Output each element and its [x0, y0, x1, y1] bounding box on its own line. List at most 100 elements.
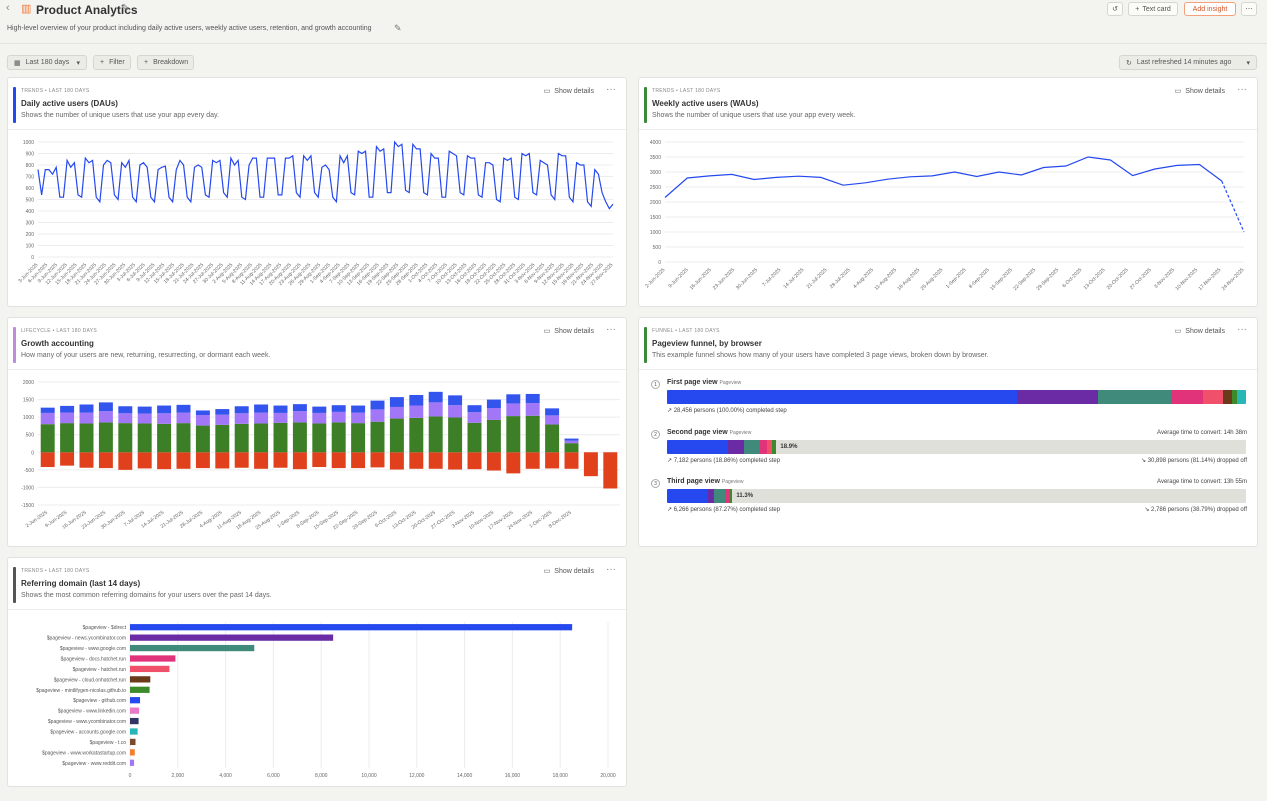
card-more-button[interactable]: ··· — [606, 564, 616, 575]
show-details-button[interactable]: ▭ Show details — [544, 327, 594, 336]
card-title[interactable]: Daily active users (DAUs) — [21, 99, 118, 108]
y-tick-label: 0 — [31, 255, 34, 261]
refresh-button[interactable]: ↻ Last refreshed 14 minutes ago ▾ — [1119, 55, 1257, 70]
card-accent — [13, 567, 16, 603]
bar-returning — [545, 415, 560, 425]
bar-returning — [448, 405, 463, 418]
funnel-segment[interactable] — [1017, 390, 1099, 404]
bar-dormant — [273, 452, 288, 468]
bar-resurrecting — [331, 405, 346, 412]
dau-line-chart[interactable]: 010020030040050060070080090010003-Jun-20… — [8, 132, 628, 308]
funnel-segment[interactable] — [727, 440, 744, 454]
funnel-segment[interactable] — [724, 489, 730, 503]
bar-dormant — [118, 452, 133, 470]
bar-returning — [486, 408, 501, 420]
funnel-segment[interactable] — [1222, 390, 1232, 404]
dashboard-header: ‹ ▥ Product Analytics ✎ High-level overv… — [0, 0, 1267, 44]
step-dropped[interactable]: ↘ 2,786 persons (38.79%) dropped off — [1144, 507, 1247, 513]
back-icon[interactable]: ‹ — [6, 2, 10, 14]
funnel-bar-track[interactable] — [667, 440, 1246, 454]
y-tick-label: 400 — [26, 209, 35, 215]
show-details-button[interactable]: ▭ Show details — [1175, 87, 1225, 96]
funnel-segment[interactable] — [707, 489, 715, 503]
funnel-segment[interactable] — [1098, 390, 1171, 404]
date-range-select[interactable]: ▦ Last 180 days ▾ — [7, 55, 87, 70]
y-tick-label: 3000 — [650, 170, 661, 176]
card-title[interactable]: Referring domain (last 14 days) — [21, 579, 141, 588]
card-description: Shows the number of unique users that us… — [21, 112, 219, 119]
funnel-segment[interactable] — [714, 489, 725, 503]
category-label: $pageview - www.ycombinator.com — [48, 719, 126, 725]
bar-resurrecting — [525, 393, 540, 404]
page-title[interactable]: Product Analytics — [36, 3, 138, 17]
step-title[interactable]: First page view Pageview — [667, 379, 741, 386]
show-details-button[interactable]: ▭ Show details — [1174, 327, 1225, 336]
bar-returning — [40, 412, 55, 425]
page-description[interactable]: High-level overview of your product incl… — [7, 25, 372, 32]
funnel-segment[interactable] — [667, 489, 708, 503]
y-tick-label: 1000 — [23, 140, 34, 146]
bar-dormant — [40, 452, 55, 468]
funnel-bar-track[interactable] — [667, 489, 1246, 503]
step-title[interactable]: Third page view Pageview — [667, 478, 744, 485]
breakdown-button[interactable]: + Breakdown — [137, 55, 194, 70]
funnel-segment[interactable] — [1237, 390, 1246, 404]
bar-new — [331, 422, 346, 453]
card-title[interactable]: Pageview funnel, by browser — [652, 339, 762, 348]
growth-card[interactable]: LIFECYCLE • LAST 180 DAYS Growth account… — [7, 317, 627, 547]
show-details-button[interactable]: ▭ Show details — [544, 567, 594, 576]
funnel-segment[interactable] — [760, 440, 768, 454]
y-tick-label: 800 — [26, 163, 35, 169]
dau-card[interactable]: TRENDS • LAST 180 DAYS Daily active user… — [7, 77, 627, 307]
funnel-card[interactable]: FUNNEL • LAST 180 DAYS Pageview funnel, … — [638, 317, 1258, 547]
card-more-button[interactable]: ··· — [1237, 84, 1247, 95]
card-more-button[interactable]: ··· — [606, 84, 616, 95]
dashboard-menu-button[interactable]: ⋯ — [1241, 2, 1257, 16]
show-details-button[interactable]: ▭ Show details — [544, 87, 594, 96]
x-tick-label: 6,000 — [267, 773, 280, 779]
bar-new — [564, 443, 579, 453]
funnel-segment[interactable] — [744, 440, 761, 454]
growth-bar-chart[interactable]: -1500-1000-50005001000150020002-Jun-2025… — [8, 372, 628, 548]
card-title[interactable]: Growth accounting — [21, 339, 94, 348]
funnel-segment[interactable] — [1202, 390, 1223, 404]
bar-returning — [98, 411, 113, 423]
funnel-segment[interactable] — [1231, 390, 1238, 404]
card-more-button[interactable]: ··· — [1237, 324, 1247, 335]
history-button[interactable]: ↺ — [1107, 2, 1123, 16]
step-completed[interactable]: ↗ 6,266 persons (87.27%) completed step — [667, 507, 781, 513]
card-title[interactable]: Weekly active users (WAUs) — [652, 99, 759, 108]
funnel-segment[interactable] — [771, 440, 777, 454]
category-label: $pageview - $direct — [83, 625, 127, 631]
edit-description-icon[interactable]: ✎ — [394, 23, 402, 33]
step-dropped[interactable]: ↘ 30,898 persons (81.14%) dropped off — [1141, 458, 1247, 464]
domains-bar-chart[interactable]: 0 2,000 4,000 6,000 8,000 10,000 12,000 14,000 1… — [8, 612, 628, 788]
step-completed[interactable]: ↗ 28,456 persons (100.00%) completed ste… — [667, 408, 787, 414]
funnel-segment[interactable] — [729, 489, 733, 503]
wau-line-chart[interactable]: 0 500 1000 1500 2000 2500 3000 3500 4000 2-Jun-20… — [639, 132, 1259, 308]
text-card-button[interactable]: + Text card — [1128, 2, 1178, 16]
step-title[interactable]: Second page view Pageview — [667, 429, 751, 436]
funnel-chart[interactable]: 1 First page view Pageview ↗ 28,456 person… — [639, 372, 1259, 548]
funnel-segment[interactable] — [767, 440, 772, 454]
add-insight-button[interactable]: Add insight — [1184, 2, 1236, 16]
show-details-label: Show details — [1185, 87, 1225, 95]
filter-button[interactable]: + Filter — [93, 55, 131, 70]
step-event: Pageview — [719, 380, 742, 386]
y-tick-label: 0 — [658, 260, 661, 266]
funnel-segment[interactable] — [667, 390, 1018, 404]
date-range-label: Last 180 days — [25, 59, 70, 66]
step-completed[interactable]: ↗ 7,182 persons (18.86%) completed step — [667, 458, 781, 464]
wau-card[interactable]: TRENDS • LAST 180 DAYS Weekly active use… — [638, 77, 1258, 307]
bar-resurrecting — [370, 400, 385, 410]
domains-card[interactable]: TRENDS • LAST 180 DAYS Referring domain … — [7, 557, 627, 787]
details-icon: ▭ — [1174, 328, 1182, 335]
bar-dormant — [98, 452, 113, 469]
funnel-segment[interactable] — [667, 440, 728, 454]
card-description: Shows the number of unique users that us… — [652, 112, 856, 119]
card-more-button[interactable]: ··· — [606, 324, 616, 335]
edit-title-icon[interactable]: ✎ — [121, 3, 130, 14]
funnel-bar-track[interactable] — [667, 390, 1246, 404]
funnel-segment[interactable] — [1170, 390, 1203, 404]
bar-dormant — [312, 452, 327, 468]
